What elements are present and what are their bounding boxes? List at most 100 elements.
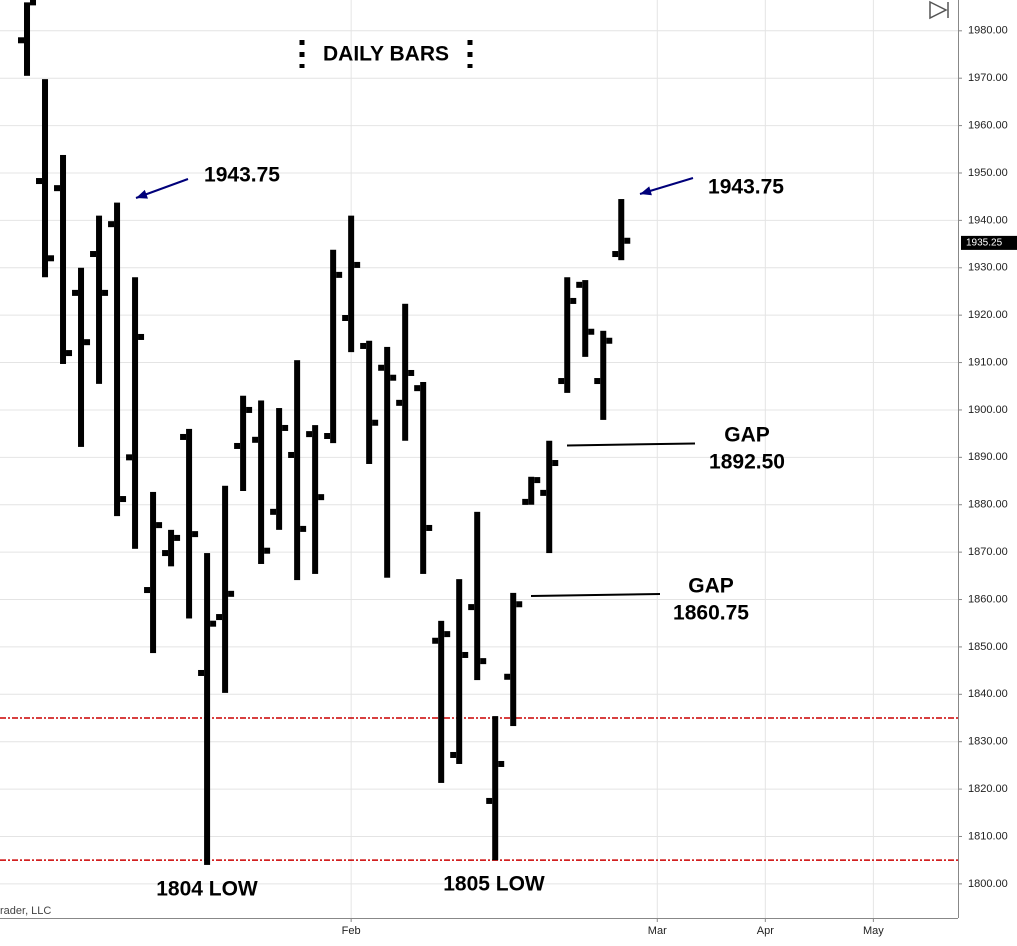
bar-range — [474, 511, 481, 681]
bar-close — [390, 374, 397, 381]
bar-range — [384, 346, 391, 578]
x-tick-label: Mar — [648, 925, 667, 937]
bar-close — [264, 547, 271, 554]
annotation: GAP — [688, 575, 734, 598]
bar-range — [438, 620, 445, 783]
ohlc-bar — [180, 428, 199, 619]
bar-close — [138, 333, 145, 340]
bar-close — [462, 651, 469, 658]
bar-range — [510, 592, 517, 727]
bar-open — [180, 433, 187, 440]
y-tick-label: 1810.00 — [968, 830, 1008, 842]
skip-icon[interactable] — [929, 0, 949, 20]
bar-range — [528, 476, 535, 505]
ohlc-bar — [18, 0, 37, 76]
bar-open — [252, 436, 259, 443]
bar-open — [36, 178, 43, 185]
bar-close — [120, 496, 127, 503]
ohlc-bar — [162, 529, 181, 567]
y-tick-label: 1950.00 — [968, 167, 1008, 179]
bar-open — [216, 614, 223, 621]
bar-range — [78, 267, 85, 447]
y-tick-label: 1800.00 — [968, 878, 1008, 890]
bar-close — [372, 419, 379, 426]
bar-range — [276, 408, 283, 530]
bar-range — [402, 303, 409, 441]
y-tick-label: 1980.00 — [968, 25, 1008, 37]
bar-range — [186, 428, 193, 619]
bar-open — [342, 315, 349, 322]
ohlc-bar — [468, 511, 487, 681]
annotation: 1860.75 — [673, 602, 749, 625]
bar-open — [522, 498, 529, 505]
bar-close — [588, 328, 595, 335]
x-tick-label: May — [863, 925, 884, 937]
ohlc-bar — [324, 249, 343, 444]
bar-range — [114, 202, 121, 517]
bar-open — [144, 587, 151, 594]
ohlc-bar — [90, 215, 109, 384]
bar-close — [30, 0, 37, 6]
bar-range — [546, 440, 553, 554]
bar-open — [270, 508, 277, 515]
bar-open — [54, 185, 61, 192]
ohlc-bar — [360, 340, 379, 464]
ohlc-bar — [126, 277, 145, 549]
bar-open — [612, 251, 619, 258]
bar-close — [282, 424, 289, 431]
bar-open — [486, 797, 493, 804]
bar-close — [210, 620, 217, 627]
skip-icon-triangle[interactable] — [929, 0, 948, 20]
bar-close — [552, 460, 559, 467]
bar-close — [246, 406, 253, 413]
bar-range — [132, 277, 139, 549]
bar-range — [600, 330, 607, 420]
y-tick-label: 1900.00 — [968, 404, 1008, 416]
bar-open — [198, 669, 205, 676]
bar-close — [318, 494, 325, 501]
bar-range — [582, 280, 589, 357]
annotation: DAILY BARS — [323, 43, 449, 66]
bar-range — [492, 716, 499, 861]
x-tick-label: Feb — [342, 925, 361, 937]
bar-close — [66, 350, 73, 357]
bar-range — [240, 395, 247, 491]
bar-open — [378, 364, 385, 371]
bar-open — [504, 673, 511, 680]
y-tick-label: 1890.00 — [968, 451, 1008, 463]
bar-close — [534, 477, 541, 484]
y-tick-label: 1860.00 — [968, 593, 1008, 605]
bar-range — [96, 215, 103, 384]
annotation: 1805 LOW — [443, 873, 545, 896]
bar-open — [162, 550, 169, 557]
bar-range — [456, 579, 463, 764]
x-tick-label: Apr — [757, 925, 774, 937]
bar-close — [624, 237, 631, 244]
bar-range — [24, 2, 31, 76]
bar-open — [108, 221, 115, 228]
bar-range — [618, 199, 625, 261]
ohlc-bar — [270, 408, 289, 530]
bar-close — [300, 525, 307, 532]
bar-close — [570, 297, 577, 304]
ohlc-bar — [288, 360, 307, 581]
bar-open — [558, 378, 565, 385]
bar-range — [42, 79, 49, 278]
bar-open — [594, 378, 601, 385]
bar-close — [426, 524, 433, 531]
ohlc-bar — [54, 154, 73, 364]
arrow-head — [136, 189, 148, 199]
bar-open — [288, 451, 295, 458]
bar-open — [468, 604, 475, 611]
bar-open — [234, 442, 241, 449]
bar-close — [444, 631, 451, 638]
ohlc-bar — [414, 381, 433, 574]
arrow-head — [640, 186, 652, 196]
bar-open — [72, 289, 79, 296]
ohlc-bar — [612, 199, 631, 261]
bar-range — [222, 485, 229, 693]
ohlc-bar — [540, 440, 559, 554]
ohlc-bar — [108, 202, 127, 517]
ohlc-bar — [432, 620, 451, 783]
